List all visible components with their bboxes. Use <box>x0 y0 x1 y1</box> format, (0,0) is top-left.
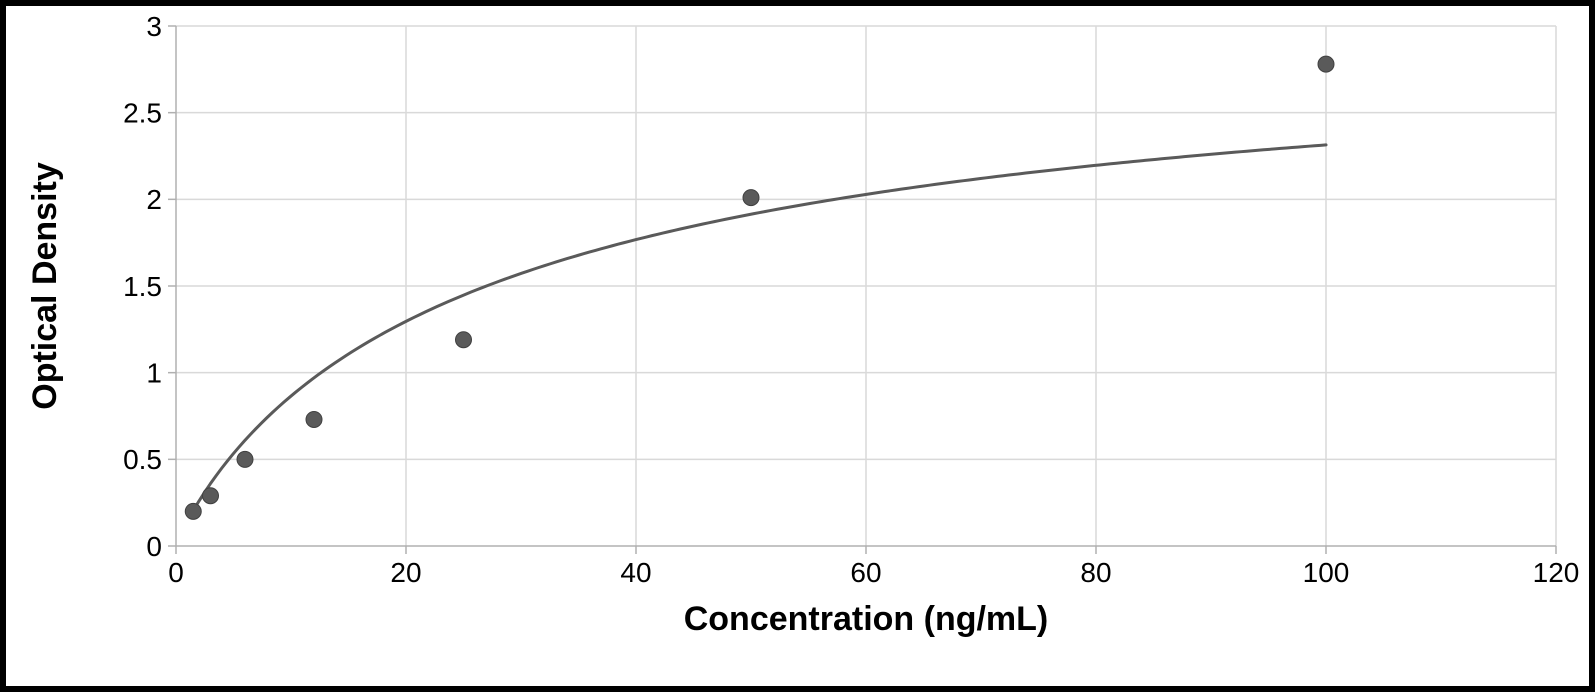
x-tick-label: 0 <box>168 557 184 588</box>
data-point <box>1318 56 1334 72</box>
x-tick-label: 40 <box>620 557 651 588</box>
data-point <box>203 488 219 504</box>
y-tick-label: 3 <box>146 11 162 42</box>
y-tick-label: 1 <box>146 357 162 388</box>
x-tick-label: 60 <box>850 557 881 588</box>
standard-curve-chart: 0 20 40 60 80 100 120 0 0.5 1 1.5 2 2.5 3 Concentratio… <box>6 6 1589 686</box>
y-tick-label: 0.5 <box>123 444 162 475</box>
x-tick-label: 20 <box>390 557 421 588</box>
data-point <box>456 332 472 348</box>
x-tick-label: 120 <box>1533 557 1580 588</box>
y-tick-label: 1.5 <box>123 271 162 302</box>
x-tick-label: 100 <box>1303 557 1350 588</box>
data-point <box>306 411 322 427</box>
y-tick-label: 2.5 <box>123 97 162 128</box>
data-point <box>743 190 759 206</box>
chart-bg <box>6 6 1589 686</box>
data-point <box>237 451 253 467</box>
y-tick-label: 2 <box>146 184 162 215</box>
x-axis-label: Concentration (ng/mL) <box>684 600 1049 638</box>
data-point <box>185 503 201 519</box>
chart-frame: 0 20 40 60 80 100 120 0 0.5 1 1.5 2 2.5 3 Concentratio… <box>0 0 1595 692</box>
x-tick-label: 80 <box>1080 557 1111 588</box>
y-tick-label: 0 <box>146 531 162 562</box>
chart-container: 0 20 40 60 80 100 120 0 0.5 1 1.5 2 2.5 3 Concentratio… <box>6 6 1589 686</box>
y-axis-label: Optical Density <box>26 162 64 410</box>
